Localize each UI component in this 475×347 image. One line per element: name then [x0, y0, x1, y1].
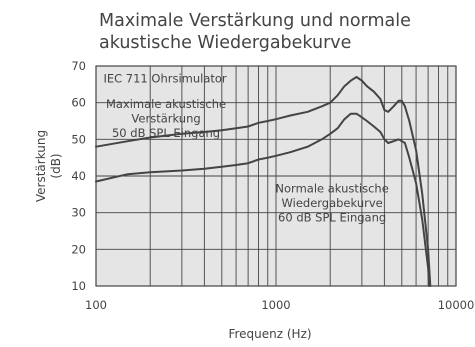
y-axis-unit: (dB) [49, 153, 63, 178]
y-tick-label: 20 [71, 242, 86, 256]
annotation-2-line-1: Maximale akustische [106, 97, 226, 111]
y-tick-label: 70 [71, 59, 86, 73]
x-tick-labels: 100 1000 10000 [85, 298, 474, 312]
annotation-3-line-2: Wiedergabekurve [282, 196, 383, 210]
annotation-3-line-1: Normale akustische [275, 182, 388, 196]
x-tick-label: 100 [85, 298, 107, 312]
plot-frame [95, 65, 457, 287]
series-line-1 [95, 76, 432, 287]
annotation-1: IEC 711 Ohrsimulator [103, 72, 226, 86]
annotation-2-line-2: Verstärkung [131, 112, 200, 126]
x-tick-label: 10000 [438, 298, 475, 312]
x-axis-label: Frequenz (Hz) [228, 327, 311, 341]
y-tick-label: 10 [71, 279, 86, 293]
y-tick-label: 60 [71, 96, 86, 110]
y-tick-label: 30 [71, 206, 86, 220]
annotation-2: Maximale akustische Verstärkung 50 dB SPL … [106, 97, 226, 140]
series [95, 76, 432, 287]
chart-title-line-2: akustische Wiedergabekurve [99, 33, 351, 53]
x-tick-label: 1000 [261, 298, 290, 312]
series-line-2 [95, 112, 431, 287]
annotations: IEC 711 Ohrsimulator Maximale akustische V… [103, 72, 388, 225]
annotation-2-line-3: 50 dB SPL Eingang [112, 126, 220, 140]
y-tick-label: 50 [71, 132, 86, 146]
annotation-1-line-1: IEC 711 Ohrsimulator [103, 72, 226, 86]
y-tick-labels: 10 20 30 40 50 60 70 [71, 59, 86, 293]
annotation-3: Normale akustische Wiedergabekurve 60 dB S… [275, 182, 388, 225]
y-axis-label: Verstärkung [34, 130, 48, 202]
y-tick-label: 40 [71, 169, 86, 183]
chart-title-line-1: Maximale Verstärkung und normale [99, 11, 411, 31]
annotation-3-line-3: 60 dB SPL Eingang [278, 211, 386, 225]
